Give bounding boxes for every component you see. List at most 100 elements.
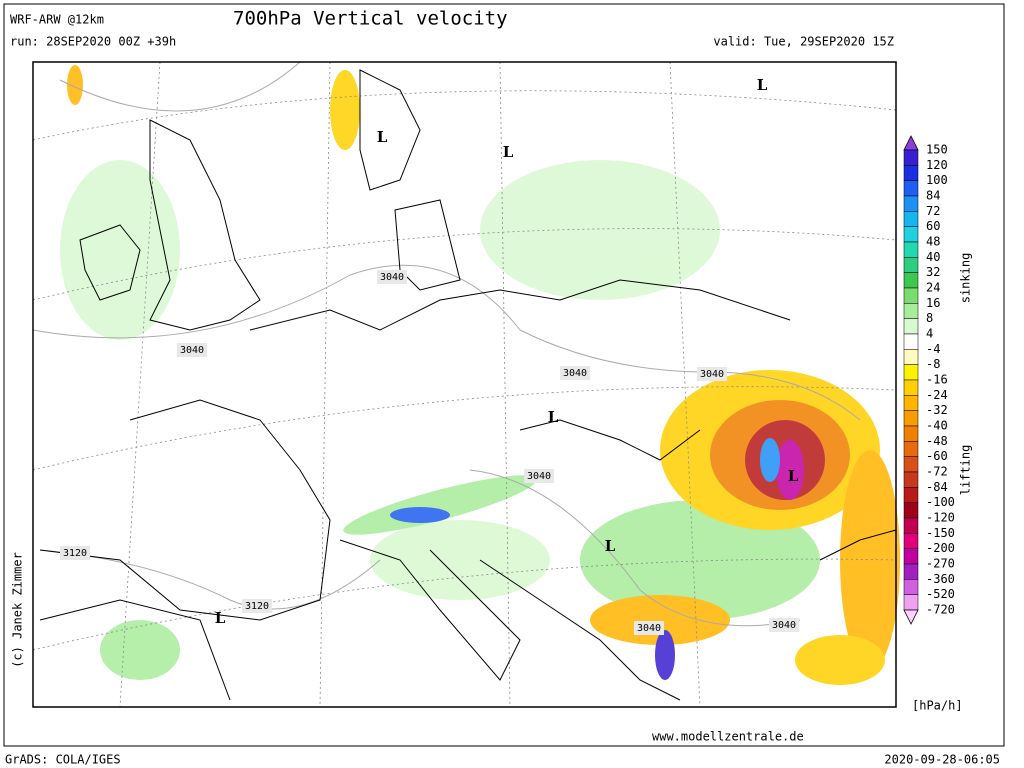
colorbar-band [903, 517, 919, 534]
valid: valid: Tue, 29SEP2020 15Z [713, 35, 894, 49]
colorbar-band [903, 533, 919, 549]
colorbar-band [903, 180, 919, 197]
colorbar-band [903, 395, 919, 411]
title: 700hPa Vertical velocity [233, 8, 508, 30]
colorbar-band [903, 165, 919, 181]
map-frame [32, 61, 897, 708]
colorbar-label: 60 [926, 219, 940, 233]
colorbar-band [903, 563, 919, 580]
map-area [32, 61, 900, 708]
colorbar-band [903, 456, 919, 473]
contour-label-bg [60, 546, 90, 560]
colorbar-band [903, 425, 919, 442]
colorbar-band [903, 303, 919, 319]
low-marker: L [503, 143, 514, 161]
colorbar-label: -720 [926, 603, 955, 617]
colorbar-band [903, 195, 919, 212]
contour-label-bg [769, 618, 799, 632]
contour-label-bg [634, 621, 664, 635]
colorbar-band [903, 502, 919, 519]
sinking-label: sinking [959, 253, 973, 304]
colorbar-band [903, 364, 919, 381]
colorbar-band [903, 287, 919, 304]
contour-label-bg [524, 469, 554, 483]
low-marker: L [605, 537, 616, 555]
contour-label: 3040 [700, 369, 724, 380]
colorbar-band [903, 257, 919, 273]
colorbar-band [903, 410, 919, 427]
colorbar-label: -100 [926, 495, 955, 509]
colorbar-label: 40 [926, 250, 940, 264]
low-marker: L [377, 128, 388, 146]
contour-label: 3040 [637, 623, 661, 634]
colorbar-label: 24 [926, 281, 940, 295]
timestamp: 2020-09-28-06:05 [884, 753, 1000, 767]
colorbar-label: 16 [926, 296, 940, 310]
colorbar-band [903, 548, 919, 565]
colorbar-label: 72 [926, 204, 940, 218]
colorbar-band [903, 579, 919, 595]
contour-label-bg [242, 599, 272, 613]
colorbar-band [903, 441, 919, 457]
contour-label: 3040 [563, 368, 587, 379]
colorbar-label: 4 [926, 327, 933, 341]
low-marker: L [215, 609, 226, 627]
contour-label: 3120 [63, 548, 87, 559]
colorbar-band [903, 333, 919, 350]
colorbar-label: -200 [926, 541, 955, 555]
colorbar-label: -16 [926, 373, 948, 387]
colorbar-band [903, 149, 919, 166]
colorbar-label: -84 [926, 480, 948, 494]
colorbar-label: -270 [926, 557, 955, 571]
colorbar-label: -360 [926, 572, 955, 586]
website: www.modellzentrale.de [652, 730, 804, 744]
colorbar-label: -520 [926, 587, 955, 601]
colorbar-label: -40 [926, 419, 948, 433]
colorbar-band [903, 211, 919, 227]
colorbar-label: 100 [926, 173, 948, 187]
model: WRF-ARW @12km [10, 13, 104, 27]
run: run: 28SEP2020 00Z +39h [10, 35, 176, 49]
colorbar-label: -60 [926, 449, 948, 463]
colorbar-label: 8 [926, 311, 933, 325]
colorbar-band [903, 379, 919, 396]
contour-label: 3040 [180, 345, 204, 356]
colorbar-band [903, 487, 919, 503]
colorbar-label: -120 [926, 511, 955, 525]
lifting-label: lifting [959, 445, 973, 496]
height-contours [32, 61, 861, 627]
copyright: (c) Janek Zimmer [11, 552, 25, 668]
colorbar-band [903, 349, 919, 365]
low-marker: L [757, 76, 768, 94]
colorbar-label: 32 [926, 265, 940, 279]
contour-label-bg [177, 343, 207, 357]
colorbar-label: -72 [926, 465, 948, 479]
colorbar-band [903, 594, 919, 611]
coastlines [39, 69, 897, 701]
colorbar-band [903, 226, 919, 243]
colorbar-label: 48 [926, 235, 940, 249]
colorbar-label: -150 [926, 526, 955, 540]
unit: [hPa/h] [912, 699, 963, 713]
colorbar-label: 120 [926, 158, 948, 172]
colorbar-label: 150 [926, 143, 948, 157]
contour-label: 3040 [527, 471, 551, 482]
contour-label-bg [560, 366, 590, 380]
contour-label: 3040 [772, 620, 796, 631]
colorbar-label: 84 [926, 189, 940, 203]
contour-label-bg [377, 270, 407, 284]
colorbar-band [903, 241, 919, 258]
colorbar-cap-bottom [903, 609, 919, 625]
colorbar-label: -4 [926, 342, 940, 356]
software: GrADS: COLA/IGES [5, 753, 121, 767]
low-marker: L [548, 408, 559, 426]
colorbar-band [903, 471, 919, 488]
colorbar-band [903, 272, 919, 289]
contour-label-bg [697, 367, 727, 381]
field-shading [60, 65, 900, 685]
colorbar-band [903, 318, 919, 335]
low-marker: L [788, 467, 799, 485]
contour-label: 3120 [245, 601, 269, 612]
